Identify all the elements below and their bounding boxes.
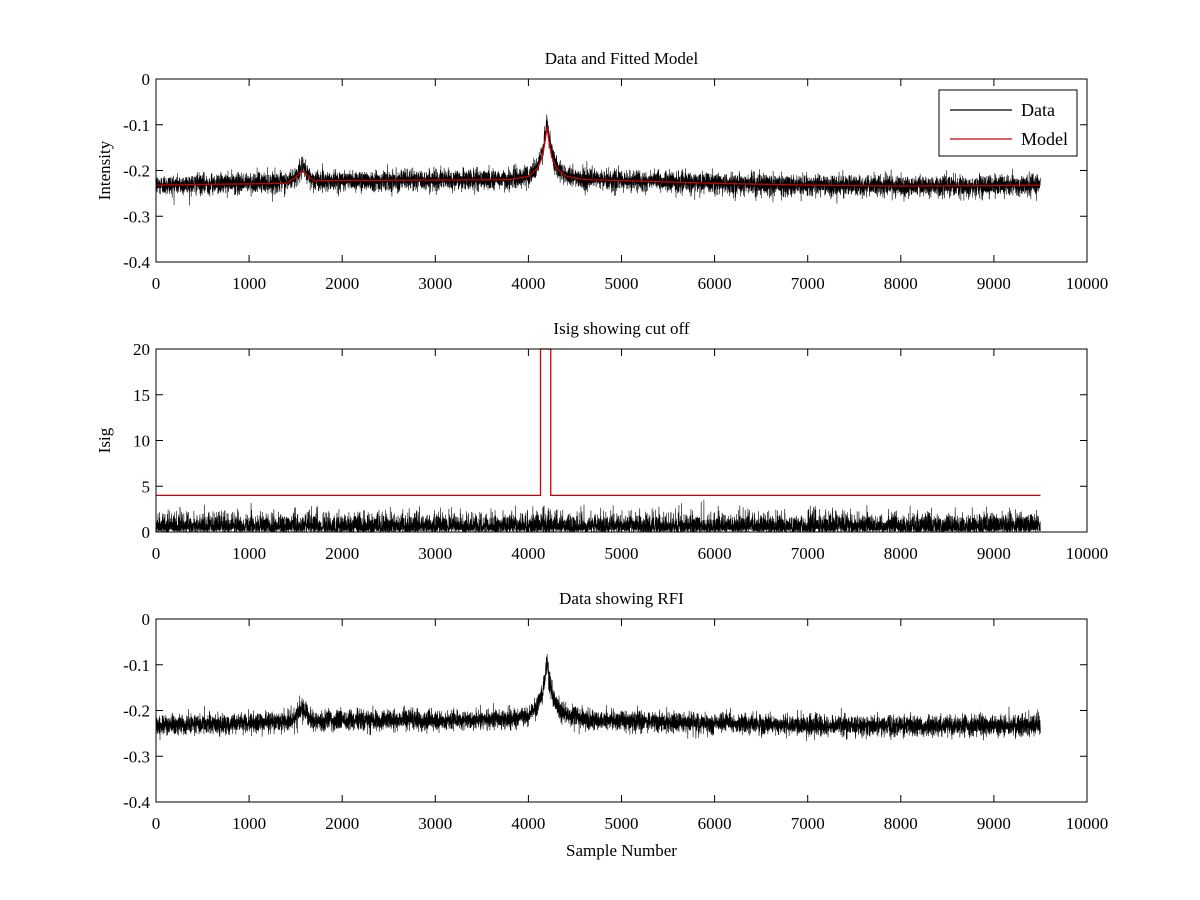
panel-2-ylabel: Isig [95, 427, 114, 453]
x-tick-label: 4000 [511, 544, 545, 563]
x-tick-label: 3000 [418, 274, 452, 293]
y-tick-label: 10 [133, 432, 150, 451]
panel-3-title: Data showing RFI [559, 589, 684, 608]
x-tick-label: 2000 [325, 274, 359, 293]
y-tick-label: 0 [142, 610, 151, 629]
y-tick-label: -0.2 [123, 702, 150, 721]
x-tick-label: 10000 [1066, 544, 1109, 563]
x-tick-label: 10000 [1066, 274, 1109, 293]
y-tick-label: -0.3 [123, 747, 150, 766]
y-tick-label: 15 [133, 386, 150, 405]
x-tick-label: 6000 [698, 544, 732, 563]
legend-entry-data: Data [1021, 100, 1055, 120]
x-tick-label: 4000 [511, 274, 545, 293]
y-tick-label: -0.4 [123, 793, 150, 812]
x-tick-label: 1000 [232, 544, 266, 563]
x-tick-label: 9000 [977, 814, 1011, 833]
x-tick-label: 5000 [605, 544, 639, 563]
y-tick-label: 0 [142, 70, 151, 89]
x-tick-label: 10000 [1066, 814, 1109, 833]
panel-2-title: Isig showing cut off [553, 319, 689, 338]
x-tick-label: 1000 [232, 814, 266, 833]
legend: Data Model [939, 90, 1077, 156]
x-tick-label: 0 [152, 814, 161, 833]
x-tick-label: 8000 [884, 814, 918, 833]
x-tick-label: 7000 [791, 814, 825, 833]
x-tick-label: 0 [152, 544, 161, 563]
x-tick-label: 0 [152, 274, 161, 293]
legend-entry-model: Model [1021, 129, 1068, 149]
y-tick-label: 0 [142, 523, 151, 542]
y-tick-label: -0.2 [123, 162, 150, 181]
figure: 0 1000 2000 3000 4000 5000 6000 7000 8000 9000 100… [0, 0, 1200, 900]
y-tick-label: -0.4 [123, 253, 150, 272]
x-tick-label: 8000 [884, 544, 918, 563]
y-tick-label: -0.1 [123, 656, 150, 675]
x-tick-label: 9000 [977, 544, 1011, 563]
x-tick-label: 5000 [605, 274, 639, 293]
y-tick-label: 20 [133, 340, 150, 359]
y-tick-label: 5 [142, 477, 151, 496]
x-tick-label: 4000 [511, 814, 545, 833]
panel-3-xlabel: Sample Number [566, 841, 677, 860]
x-tick-label: 6000 [698, 814, 732, 833]
x-tick-label: 3000 [418, 544, 452, 563]
x-tick-label: 8000 [884, 274, 918, 293]
x-tick-label: 3000 [418, 814, 452, 833]
panel-1-ylabel: Intensity [95, 140, 114, 200]
x-tick-label: 2000 [325, 814, 359, 833]
x-tick-label: 7000 [791, 544, 825, 563]
y-tick-label: -0.3 [123, 207, 150, 226]
x-tick-label: 5000 [605, 814, 639, 833]
x-tick-label: 2000 [325, 544, 359, 563]
y-tick-label: -0.1 [123, 116, 150, 135]
x-tick-label: 1000 [232, 274, 266, 293]
x-tick-label: 9000 [977, 274, 1011, 293]
panel-1-title: Data and Fitted Model [545, 49, 699, 68]
x-tick-label: 6000 [698, 274, 732, 293]
x-tick-label: 7000 [791, 274, 825, 293]
